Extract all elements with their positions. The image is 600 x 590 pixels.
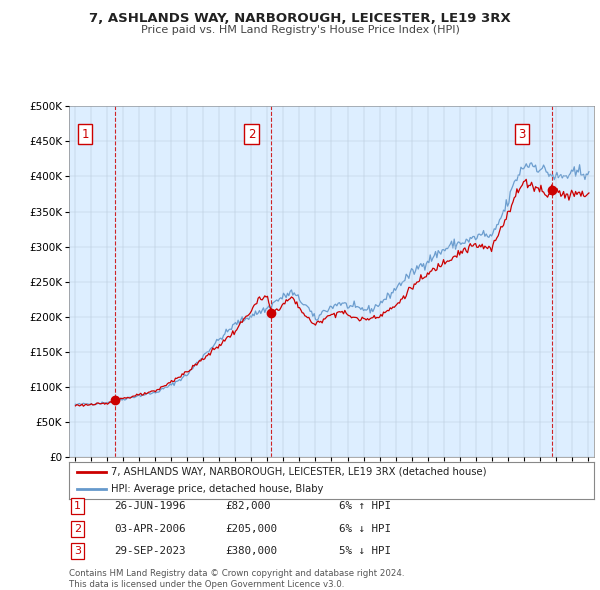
Text: HPI: Average price, detached house, Blaby: HPI: Average price, detached house, Blab… (111, 484, 323, 494)
Text: Price paid vs. HM Land Registry's House Price Index (HPI): Price paid vs. HM Land Registry's House … (140, 25, 460, 35)
Text: 03-APR-2006: 03-APR-2006 (114, 524, 185, 533)
Text: 29-SEP-2023: 29-SEP-2023 (114, 546, 185, 556)
Text: £380,000: £380,000 (225, 546, 277, 556)
Text: £205,000: £205,000 (225, 524, 277, 533)
Text: 3: 3 (74, 546, 81, 556)
Text: 3: 3 (518, 128, 526, 141)
Text: 6% ↓ HPI: 6% ↓ HPI (339, 524, 391, 533)
Text: £82,000: £82,000 (225, 502, 271, 511)
Text: Contains HM Land Registry data © Crown copyright and database right 2024.
This d: Contains HM Land Registry data © Crown c… (69, 569, 404, 589)
Text: 1: 1 (81, 128, 89, 141)
Text: 5% ↓ HPI: 5% ↓ HPI (339, 546, 391, 556)
Text: 1: 1 (74, 502, 81, 511)
Text: 7, ASHLANDS WAY, NARBOROUGH, LEICESTER, LE19 3RX (detached house): 7, ASHLANDS WAY, NARBOROUGH, LEICESTER, … (111, 467, 487, 477)
Text: 2: 2 (74, 524, 81, 533)
Text: 7, ASHLANDS WAY, NARBOROUGH, LEICESTER, LE19 3RX: 7, ASHLANDS WAY, NARBOROUGH, LEICESTER, … (89, 12, 511, 25)
Text: 26-JUN-1996: 26-JUN-1996 (114, 502, 185, 511)
Text: 2: 2 (248, 128, 255, 141)
Text: 6% ↑ HPI: 6% ↑ HPI (339, 502, 391, 511)
